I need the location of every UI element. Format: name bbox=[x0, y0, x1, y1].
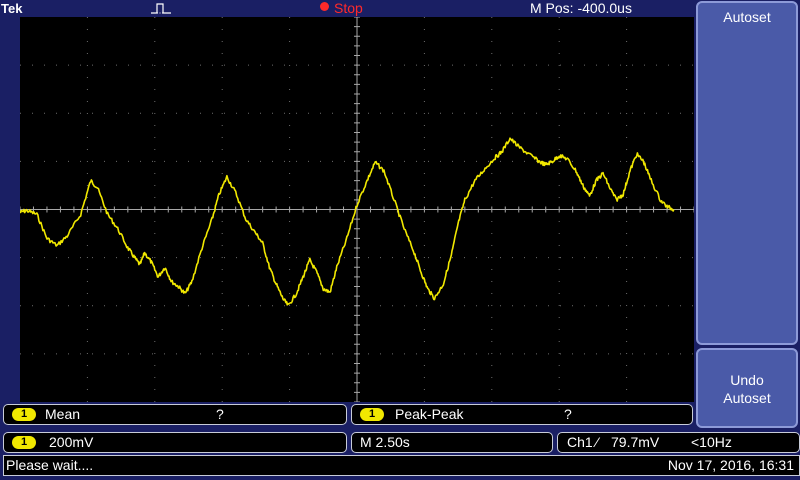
channel-badge: 1 bbox=[360, 408, 384, 421]
autoset-label: Autoset bbox=[723, 9, 771, 25]
measurement-value: ? bbox=[216, 406, 224, 422]
autoset-button[interactable]: Autoset bbox=[696, 1, 798, 345]
waveform-display bbox=[20, 17, 694, 402]
ch1-waveform-trace bbox=[20, 137, 675, 306]
trigger-level: 79.7mV bbox=[611, 434, 660, 450]
side-menu: Autoset Undo Autoset bbox=[694, 0, 800, 430]
measurement-label: Mean bbox=[45, 406, 81, 422]
vertical-scale-readout[interactable]: 1 200mV bbox=[3, 432, 347, 453]
brand-label: Tek bbox=[1, 1, 23, 16]
date-time: Nov 17, 2016, 16:31 bbox=[667, 457, 794, 473]
undo-autoset-button[interactable]: Undo Autoset bbox=[696, 348, 798, 428]
trigger-source: Ch1 bbox=[567, 434, 593, 450]
status-bar: Please wait.... Nov 17, 2016, 16:31 bbox=[3, 455, 800, 476]
trigger-readout[interactable]: Ch1 ⁄ 79.7mV <10Hz bbox=[557, 432, 800, 453]
measurement-peak-peak[interactable]: 1 Peak-Peak ? bbox=[351, 404, 693, 425]
top-status-bar: Tek Stop M Pos: -400.0us bbox=[0, 0, 694, 17]
trigger-frequency: <10Hz bbox=[691, 434, 732, 450]
channel-badge: 1 bbox=[12, 436, 36, 449]
undo-label-line1: Undo bbox=[730, 372, 764, 388]
run-state-label[interactable]: Stop bbox=[334, 0, 363, 16]
measurement-value: ? bbox=[564, 406, 572, 422]
measurement-label: Peak-Peak bbox=[395, 406, 464, 422]
vertical-scale-value: 200mV bbox=[49, 434, 94, 450]
horizontal-scale-readout[interactable]: M 2.50s bbox=[351, 432, 553, 453]
undo-label-line2: Autoset bbox=[723, 390, 771, 406]
graticule bbox=[20, 17, 694, 402]
channel-badge: 1 bbox=[12, 408, 36, 421]
pulse-trigger-icon bbox=[151, 3, 171, 14]
status-message: Please wait.... bbox=[6, 457, 94, 473]
trigger-slope-icon: ⁄ bbox=[596, 434, 599, 450]
measurement-mean[interactable]: 1 Mean ? bbox=[3, 404, 347, 425]
horizontal-scale-value: M 2.50s bbox=[360, 434, 410, 450]
horizontal-position-readout: M Pos: -400.0us bbox=[530, 0, 632, 16]
run-state-indicator-icon bbox=[320, 2, 329, 11]
